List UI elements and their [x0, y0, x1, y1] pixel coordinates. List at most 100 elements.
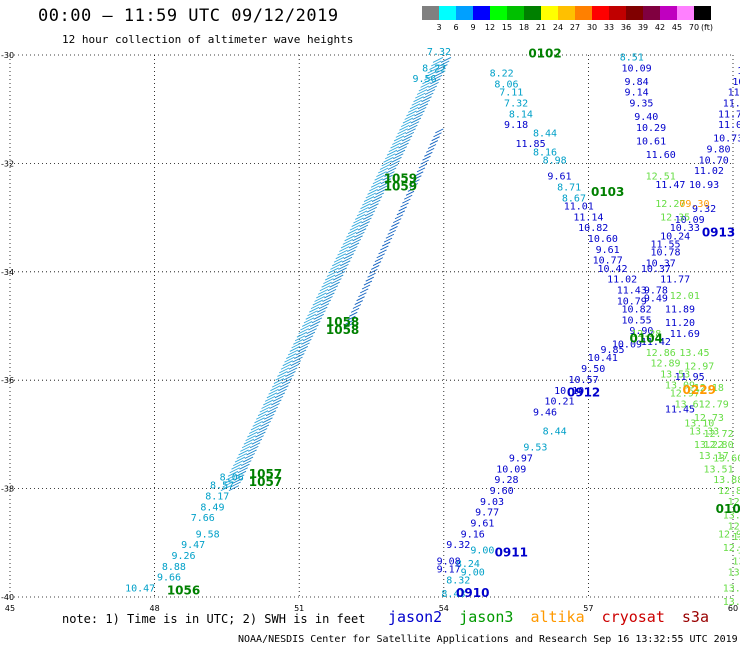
- swh-value-jason2: 8.71: [557, 183, 581, 194]
- track-mark: [275, 374, 286, 381]
- pass-time-label: 1058: [326, 315, 359, 329]
- track-mark: [265, 410, 277, 417]
- track-mark: [379, 164, 391, 170]
- track-mark: [231, 463, 242, 470]
- track-mark: [287, 367, 298, 374]
- scale-swatch: [422, 6, 439, 20]
- scale-label: 6: [453, 23, 458, 32]
- track-mark: [243, 438, 255, 445]
- swh-value-jason2: 8.49: [200, 502, 224, 513]
- track-mark: [377, 167, 389, 174]
- track-mark: [385, 167, 397, 174]
- track-mark: [360, 203, 371, 210]
- pass-time-label: 1059: [384, 180, 417, 194]
- track-mark: [343, 323, 352, 329]
- track-mark: [424, 89, 436, 95]
- swh-value-jason3: 12.27: [655, 199, 685, 210]
- scale-label: 39: [638, 23, 648, 32]
- swh-value-jason3: 12.97: [684, 361, 714, 372]
- track-mark: [330, 263, 341, 270]
- swh-value-jason2-b: 10.70: [699, 155, 729, 166]
- swh-value-jason3: 13.77: [737, 546, 740, 557]
- track-mark: [431, 74, 443, 81]
- pass-time-label: 1058: [326, 323, 359, 337]
- swh-value-jason2: 10.47: [125, 584, 155, 595]
- legend-s3a: s3a: [681, 608, 709, 626]
- track-mark: [326, 271, 338, 277]
- swh-value-jason2: 8.88: [162, 562, 186, 573]
- track-mark: [229, 467, 240, 474]
- y-tick-label: -36: [1, 376, 14, 385]
- track-mark: [234, 456, 246, 463]
- scale-swatch: [660, 6, 677, 20]
- pass-time-label: 010: [716, 502, 740, 516]
- track-mark: [310, 303, 322, 310]
- swh-value-jason2: 7.32: [427, 47, 451, 58]
- track-mark: [222, 481, 233, 488]
- swh-value-jason2: 8.22: [422, 63, 446, 74]
- track-mark: [433, 71, 445, 78]
- swh-value-jason2: 8.06: [220, 472, 244, 483]
- track-mark: [277, 371, 288, 377]
- track-mark: [435, 67, 446, 74]
- scale-swatch: [490, 6, 507, 20]
- track-mark: [289, 346, 301, 352]
- track-mark: [361, 284, 371, 290]
- track-mark: [324, 292, 335, 299]
- swh-value-jason2: 9.26: [171, 551, 195, 562]
- track-mark: [307, 310, 318, 317]
- track-mark: [299, 342, 310, 349]
- scale-swatch: [558, 6, 575, 20]
- swh-value-jason3: 12.73: [694, 413, 724, 424]
- track-mark: [393, 218, 402, 224]
- swh-value-jason2: 8.51: [620, 52, 644, 63]
- swh-value-jason3: 13.61: [675, 399, 705, 410]
- track-mark: [249, 442, 261, 449]
- track-mark: [367, 189, 378, 195]
- track-mark: [251, 438, 263, 445]
- track-mark: [365, 276, 374, 282]
- track-mark: [409, 103, 421, 110]
- track-mark: [345, 319, 354, 325]
- track-mark: [232, 478, 243, 484]
- swh-value-jason2: 8.98: [543, 155, 567, 166]
- track-mark: [377, 185, 388, 192]
- track-mark: [378, 181, 390, 188]
- track-mark: [324, 274, 336, 281]
- track-mark: [382, 174, 393, 181]
- track-mark: [272, 395, 284, 402]
- swh-value-jason2-b: 9.61: [596, 245, 620, 256]
- swh-value-jason2-b: 9.17: [437, 565, 461, 576]
- swh-value-jason2-b: 10.09: [496, 464, 526, 475]
- track-mark: [422, 78, 433, 85]
- track-mark: [404, 194, 413, 200]
- swh-value-jason3: 12.51: [646, 172, 676, 183]
- satellite-legend: jason2 jason3 altika cryosat s3a: [388, 608, 717, 626]
- track-mark: [433, 132, 442, 138]
- track-mark: [394, 214, 404, 220]
- track-mark: [320, 299, 332, 306]
- track-mark: [363, 196, 375, 202]
- track-mark: [236, 453, 248, 459]
- track-mark: [351, 221, 362, 227]
- track-mark: [256, 413, 267, 420]
- swh-value-jason3: 13.17: [699, 451, 729, 462]
- track-mark: [352, 304, 362, 309]
- track-mark: [220, 485, 232, 492]
- track-mark: [408, 106, 419, 113]
- swh-value-jason3: 13.53: [660, 369, 690, 380]
- swh-value-jason2-b: 9.60: [490, 486, 514, 497]
- track-mark: [412, 114, 423, 120]
- track-mark: [349, 224, 361, 231]
- swh-value-jason2-b: 11.42: [641, 337, 671, 348]
- scale-swatch: [626, 6, 643, 20]
- track-mark: [405, 190, 415, 196]
- scale-label: 33: [604, 23, 614, 32]
- track-mark: [435, 128, 444, 134]
- track-mark: [255, 431, 266, 438]
- track-mark: [419, 99, 430, 106]
- scale-label: 42: [655, 23, 665, 32]
- scale-label: 18: [519, 23, 529, 32]
- track-mark: [259, 406, 270, 413]
- track-mark: [367, 272, 376, 278]
